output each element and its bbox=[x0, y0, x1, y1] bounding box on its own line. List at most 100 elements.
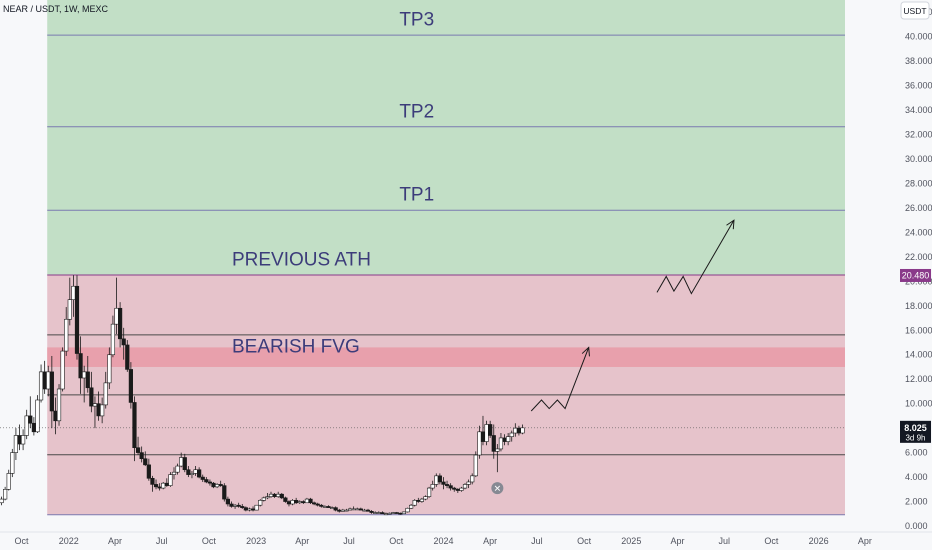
candle-body bbox=[340, 509, 345, 512]
bearish-fvg bbox=[47, 347, 846, 367]
candle-body bbox=[513, 427, 518, 434]
candle-body bbox=[294, 500, 299, 504]
candle-body bbox=[391, 512, 396, 514]
candle-body bbox=[423, 496, 428, 500]
candle-body bbox=[455, 489, 460, 491]
candle-body bbox=[473, 454, 478, 477]
candle-body bbox=[243, 507, 248, 511]
currency-button[interactable]: USDT bbox=[900, 1, 930, 20]
price-tick-label: 14.000 bbox=[905, 350, 932, 360]
time-axis[interactable]: Oct 2022 Apr Jul Oct 2023 Apr Jul Oct 2024 Apr Jul O… bbox=[15, 536, 872, 546]
candle-body bbox=[46, 371, 51, 390]
candle-body bbox=[337, 509, 342, 512]
candle-body bbox=[329, 507, 335, 509]
candle-body bbox=[405, 507, 410, 513]
candle-body bbox=[229, 503, 234, 507]
marker-icon: ✕ bbox=[494, 485, 502, 495]
candle-body bbox=[283, 497, 288, 502]
bar-countdown-label: 3d 9h bbox=[905, 433, 925, 442]
symbol-title: NEAR / USDT, 1W, MEXC bbox=[3, 4, 109, 14]
candle-body bbox=[491, 435, 496, 452]
candle-body bbox=[452, 487, 457, 490]
candle-body bbox=[103, 382, 108, 406]
candle-body bbox=[419, 498, 425, 502]
projection-arrowhead bbox=[726, 219, 735, 230]
candle-body bbox=[89, 387, 94, 407]
candle-body bbox=[448, 485, 453, 489]
price-tick-label: 22.000 bbox=[905, 252, 932, 262]
candle-body bbox=[114, 307, 119, 325]
candle-body bbox=[355, 508, 360, 511]
candle-body bbox=[182, 457, 187, 471]
currency-button-frame[interactable] bbox=[900, 1, 930, 20]
candle-body bbox=[416, 500, 421, 502]
candle-body bbox=[164, 482, 169, 486]
price-tick-label: 2.000 bbox=[905, 497, 928, 507]
candle-body bbox=[24, 415, 29, 436]
candle-body bbox=[60, 350, 65, 390]
candle-body bbox=[96, 403, 101, 417]
price-axis[interactable]: 0.0002.0004.0006.0008.00010.00012.00014.… bbox=[905, 7, 932, 531]
candle-body bbox=[488, 424, 493, 436]
candle-body bbox=[394, 512, 399, 514]
candle-body bbox=[10, 452, 15, 474]
candle-body bbox=[100, 404, 105, 417]
candle-body bbox=[92, 403, 98, 407]
price-tick-label: 10.000 bbox=[905, 399, 932, 409]
candle-body bbox=[232, 504, 238, 507]
price-tick-label: 16.000 bbox=[905, 325, 932, 335]
currency-button-label[interactable]: USDT bbox=[903, 6, 926, 16]
projection-path bbox=[530, 347, 590, 412]
candle-body bbox=[78, 353, 83, 379]
candle-body bbox=[135, 447, 141, 453]
candle-body bbox=[56, 388, 62, 422]
candle-body bbox=[38, 371, 44, 401]
price-tick-label: 24.000 bbox=[905, 227, 932, 237]
candle-body bbox=[222, 485, 227, 500]
time-tick-label: Oct bbox=[577, 536, 592, 546]
candle-body bbox=[139, 452, 144, 460]
candle-body bbox=[351, 508, 356, 511]
ath-price-label: 20.480 bbox=[902, 270, 930, 280]
candle-body bbox=[250, 508, 256, 511]
candle-body bbox=[272, 493, 277, 497]
candle-body bbox=[146, 464, 151, 479]
candle-body bbox=[312, 502, 317, 505]
price-tick-label: 34.000 bbox=[905, 105, 932, 115]
annotation-label: BEARISH FVG bbox=[232, 336, 360, 357]
price-tick-label: 0.000 bbox=[905, 521, 928, 531]
candle-body bbox=[279, 493, 284, 499]
annotation-label: TP3 bbox=[399, 10, 434, 31]
annotation-label: TP2 bbox=[399, 101, 434, 122]
candle-body bbox=[64, 318, 69, 352]
candle-body bbox=[376, 512, 381, 514]
annotation-label: PREVIOUS ATH bbox=[232, 249, 371, 270]
candle-body bbox=[480, 431, 486, 442]
candle-body bbox=[28, 415, 33, 424]
candle-body bbox=[6, 473, 11, 490]
candle-body bbox=[315, 503, 320, 506]
candle-body bbox=[193, 469, 198, 474]
candle-body bbox=[189, 473, 195, 475]
candle-body bbox=[261, 497, 266, 501]
candle-body bbox=[459, 487, 464, 491]
candle-body bbox=[276, 493, 281, 497]
candle-body bbox=[161, 482, 166, 489]
candle-body bbox=[171, 471, 177, 475]
price-tick-label: 18.000 bbox=[905, 301, 932, 311]
zones-layer bbox=[47, 0, 846, 515]
candle-body bbox=[358, 508, 363, 511]
projected-paths bbox=[530, 219, 735, 412]
candle-body bbox=[175, 465, 180, 473]
candle-body bbox=[401, 511, 407, 515]
price-tick-label: 36.000 bbox=[905, 81, 932, 91]
candle-body bbox=[0, 498, 4, 504]
candle-body bbox=[157, 486, 162, 489]
candle-body bbox=[509, 432, 514, 438]
candle-body bbox=[3, 489, 8, 500]
candle-body bbox=[498, 437, 504, 450]
price-tick-label: 38.000 bbox=[905, 56, 932, 66]
candle-body bbox=[31, 422, 36, 433]
candle-body bbox=[211, 482, 216, 488]
